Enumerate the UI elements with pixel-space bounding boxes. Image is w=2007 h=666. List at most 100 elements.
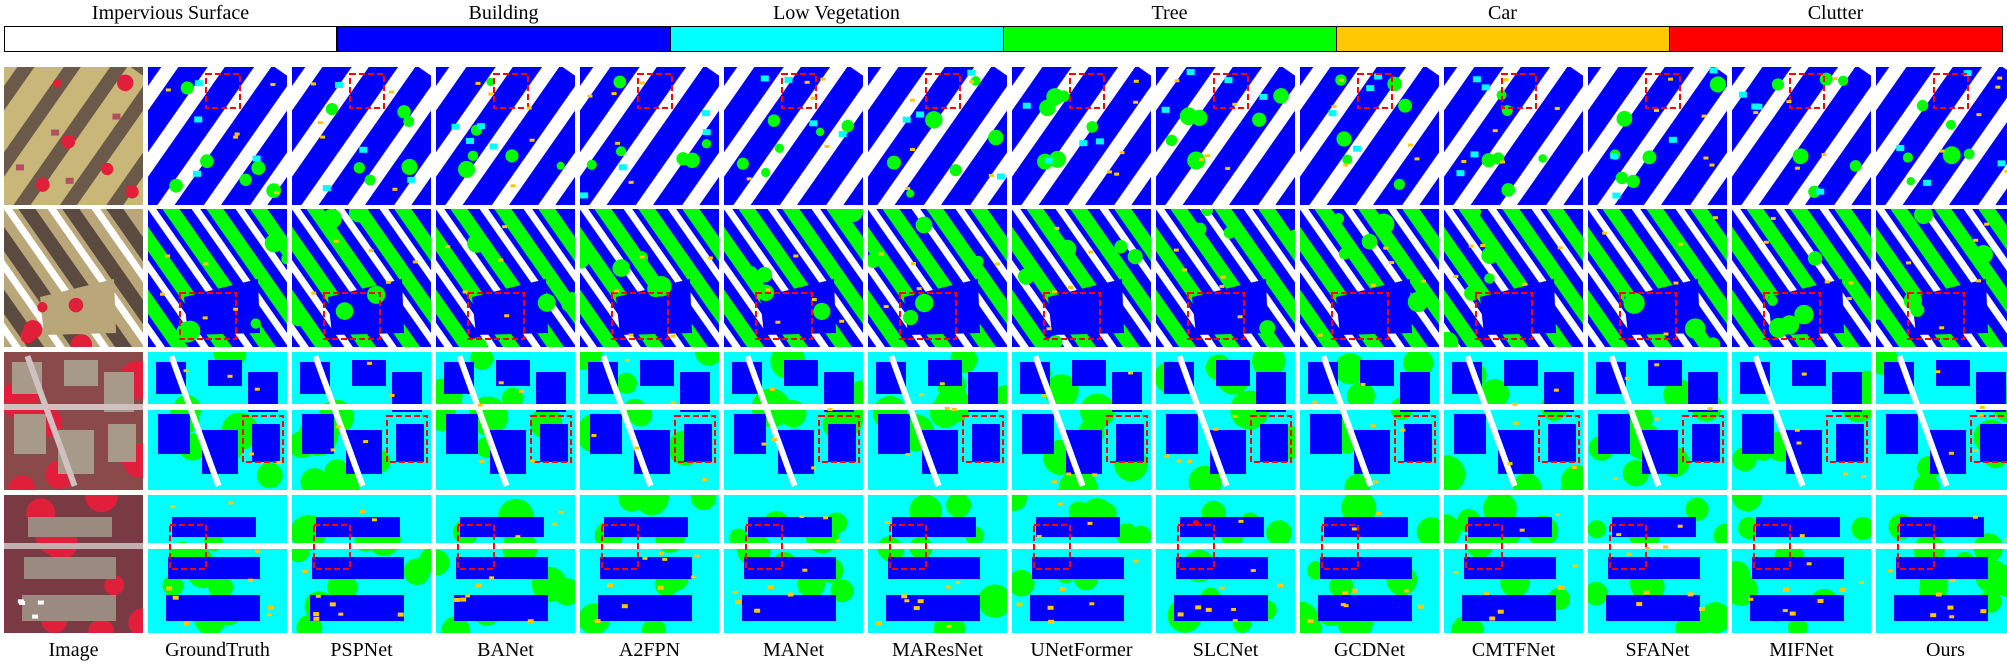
segmentation-map-tile: [724, 67, 863, 205]
prediction-mask: [1732, 67, 1871, 205]
prediction-mask: [868, 352, 1007, 490]
legend-labels: Impervious Surface Building Low Vegetation…: [0, 0, 2007, 28]
segmentation-map-tile: [1156, 209, 1295, 347]
prediction-mask: [148, 67, 287, 205]
prediction-mask: [1876, 352, 2007, 490]
prediction-mask: [1300, 67, 1439, 205]
prediction-mask: [580, 209, 719, 347]
prediction-mask: [1588, 209, 1727, 347]
prediction-mask: [436, 352, 575, 490]
prediction-mask: [580, 67, 719, 205]
legend-label: Clutter: [1807, 2, 1864, 24]
prediction-mask: [1300, 495, 1439, 633]
prediction-mask: [1156, 209, 1295, 347]
input-image-tile: [4, 352, 143, 490]
prediction-mask: [868, 67, 1007, 205]
segmentation-map-tile: [1012, 209, 1151, 347]
legend-swatch: [1669, 26, 2003, 52]
prediction-mask: [868, 209, 1007, 347]
prediction-mask: [1300, 209, 1439, 347]
segmentation-map-tile: [724, 495, 863, 633]
segmentation-map-tile: [436, 67, 575, 205]
column-label: MANet: [762, 639, 825, 661]
column-label: GroundTruth: [165, 639, 270, 661]
segmentation-map-tile: [1300, 67, 1439, 205]
legend-swatch: [4, 26, 337, 52]
segmentation-map-tile: [580, 209, 719, 347]
segmentation-map-tile: [148, 495, 287, 633]
prediction-mask: [1156, 495, 1295, 633]
prediction-mask: [724, 495, 863, 633]
segmentation-map-tile: [1444, 352, 1583, 490]
segmentation-map-tile: [1444, 209, 1583, 347]
segmentation-map-tile: [1156, 495, 1295, 633]
prediction-mask: [148, 209, 287, 347]
column-label: MIFNet: [1769, 639, 1834, 661]
segmentation-map-tile: [148, 67, 287, 205]
prediction-mask: [1588, 495, 1727, 633]
prediction-mask: [1012, 495, 1151, 633]
segmentation-map-tile: [580, 67, 719, 205]
prediction-mask: [1876, 67, 2007, 205]
column-label: CMTFNet: [1471, 639, 1556, 661]
segmentation-map-tile: [868, 495, 1007, 633]
segmentation-map-tile: [148, 352, 287, 490]
segmentation-map-tile: [868, 67, 1007, 205]
segmentation-map-tile: [1732, 67, 1871, 205]
segmentation-map-tile: [1156, 352, 1295, 490]
segmentation-map-tile: [436, 495, 575, 633]
prediction-mask: [1588, 67, 1727, 205]
column-label: UNetFormer: [1030, 639, 1133, 661]
prediction-mask: [148, 495, 287, 633]
prediction-mask: [1876, 209, 2007, 347]
prediction-mask: [436, 67, 575, 205]
segmentation-map-tile: [580, 495, 719, 633]
segmentation-map-tile: [724, 209, 863, 347]
segmentation-map-tile: [1012, 352, 1151, 490]
prediction-mask: [436, 495, 575, 633]
prediction-mask: [1156, 352, 1295, 490]
segmentation-map-tile: [1156, 67, 1295, 205]
prediction-mask: [148, 352, 287, 490]
prediction-mask: [1156, 67, 1295, 205]
prediction-mask: [724, 67, 863, 205]
prediction-mask: [724, 352, 863, 490]
column-label: GCDNet: [1333, 639, 1406, 661]
segmentation-map-tile: [1300, 209, 1439, 347]
segmentation-map-tile: [1876, 67, 2007, 205]
prediction-mask: [1876, 495, 2007, 633]
segmentation-map-tile: [1588, 495, 1727, 633]
prediction-mask: [1444, 67, 1583, 205]
prediction-mask: [1012, 209, 1151, 347]
prediction-mask: [1300, 352, 1439, 490]
legend-label: Building: [468, 2, 539, 24]
legend-label: Low Vegetation: [773, 2, 900, 24]
prediction-mask: [1444, 209, 1583, 347]
prediction-mask: [724, 209, 863, 347]
segmentation-map-tile: [1300, 352, 1439, 490]
segmentation-map-tile: [1876, 209, 2007, 347]
aerial-photo: [4, 209, 143, 347]
column-label: SLCNet: [1192, 639, 1259, 661]
prediction-mask: [292, 209, 431, 347]
prediction-mask: [868, 495, 1007, 633]
column-label: BANet: [477, 639, 534, 661]
prediction-mask: [292, 67, 431, 205]
legend-label: Tree: [1151, 2, 1188, 24]
prediction-mask: [580, 495, 719, 633]
prediction-mask: [580, 352, 719, 490]
segmentation-map-tile: [292, 352, 431, 490]
segmentation-map-tile: [1732, 209, 1871, 347]
column-label: MAResNet: [891, 639, 984, 661]
input-image-tile: [4, 67, 143, 205]
segmentation-map-tile: [1588, 352, 1727, 490]
prediction-mask: [292, 495, 431, 633]
legend-swatch: [670, 26, 1004, 52]
column-label: Image: [48, 639, 99, 661]
column-label: A2FPN: [618, 639, 681, 661]
segmentation-map-tile: [1444, 67, 1583, 205]
segmentation-map-tile: [1732, 352, 1871, 490]
aerial-photo: [4, 495, 143, 633]
prediction-mask: [436, 209, 575, 347]
legend-label: Impervious Surface: [91, 2, 250, 24]
